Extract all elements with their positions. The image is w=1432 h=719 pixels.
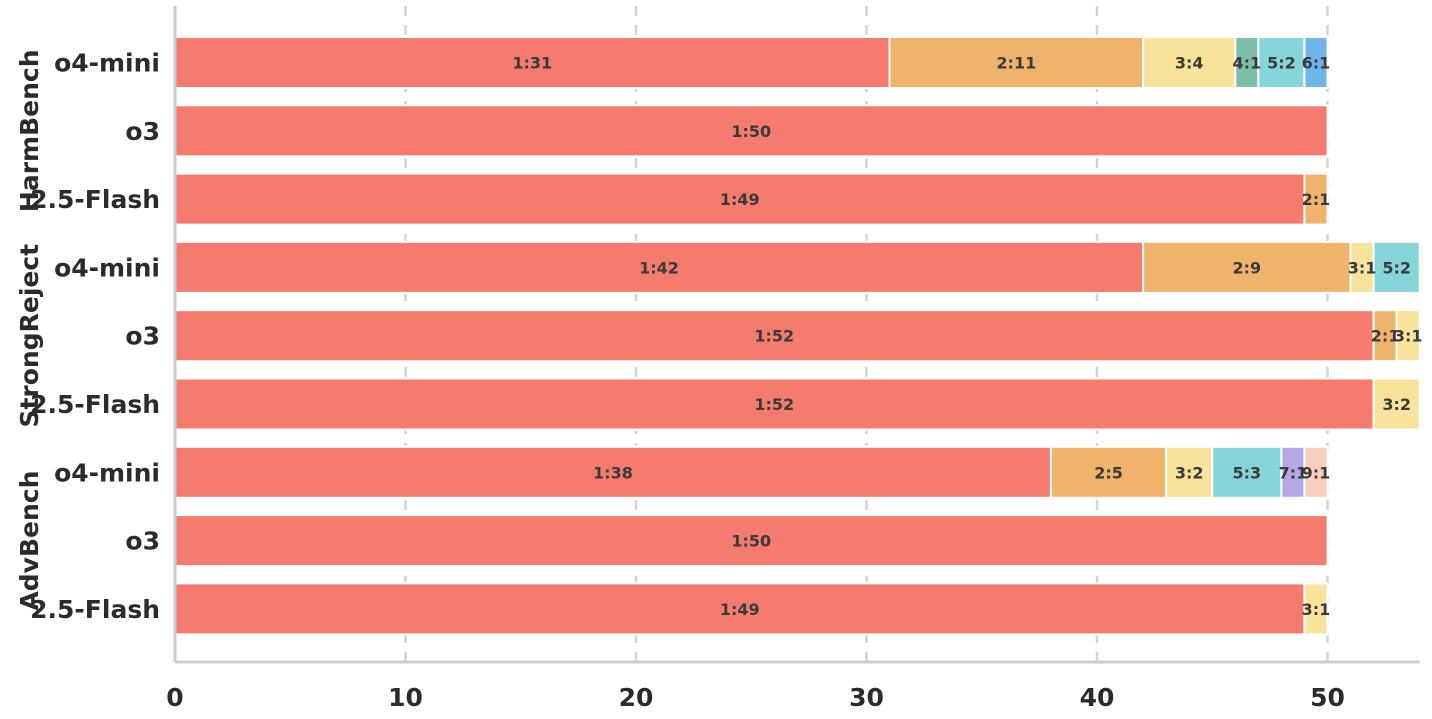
bar-segment-label-strongreject-1-2: 2:1	[1371, 327, 1400, 346]
x-tick-label-30: 30	[849, 683, 884, 712]
row-label-strongreject-o3: o3	[125, 322, 160, 351]
bar-segment-advbench-2-3	[1303, 582, 1329, 636]
bar-segment-label-strongreject-1-1: 1:52	[754, 327, 794, 346]
group-label-advbench: AdvBench	[15, 471, 44, 611]
bar-segment-label-strongreject-0-5: 5:2	[1382, 258, 1411, 277]
bar-segment-harmbench-0-2	[888, 36, 1145, 89]
row-label-advbench-o3: o3	[125, 527, 160, 556]
bar-segment-advbench-0-5	[1211, 445, 1283, 499]
bar-segment-label-harmbench-2-1: 1:49	[720, 190, 760, 209]
bar-segment-advbench-0-9	[1303, 445, 1329, 499]
group-label-harmbench: HarmBench	[15, 49, 44, 212]
row-label-harmbench-o3: o3	[125, 117, 160, 146]
bar-segment-label-advbench-1-1: 1:50	[731, 532, 771, 551]
bar-segment-advbench-0-3	[1165, 445, 1214, 499]
bar-segment-harmbench-1-1	[174, 104, 1329, 158]
bar-segment-label-harmbench-0-4: 4:1	[1232, 54, 1261, 73]
row-label-strongreject-2-5-flash: 2.5-Flash	[30, 390, 160, 419]
bar-segment-label-harmbench-0-5: 5:2	[1267, 54, 1296, 73]
bar-segment-strongreject-2-1	[174, 377, 1375, 431]
bar-segment-label-harmbench-2-2: 2:1	[1302, 190, 1331, 209]
bar-segment-label-strongreject-0-3: 3:1	[1348, 258, 1377, 277]
x-tick-label-0: 0	[166, 683, 183, 712]
bar-segment-label-harmbench-0-6: 6:1	[1302, 54, 1331, 73]
bar-segment-strongreject-2-3	[1372, 377, 1421, 431]
bar-segment-label-harmbench-0-2: 2:11	[996, 54, 1036, 73]
bar-segment-label-strongreject-2-3: 3:2	[1382, 395, 1411, 414]
group-label-strongreject: StrongReject	[15, 244, 44, 428]
bar-segment-advbench-0-2	[1049, 445, 1168, 499]
bar-segment-label-advbench-2-1: 1:49	[720, 600, 760, 619]
bar-segment-advbench-0-1	[174, 445, 1052, 499]
x-tick-label-20: 20	[619, 683, 654, 712]
axes	[173, 6, 1420, 664]
bars	[174, 36, 1421, 636]
bar-segment-label-strongreject-0-1: 1:42	[639, 258, 679, 277]
bar-segment-strongreject-0-5	[1372, 240, 1421, 294]
bar-segment-label-harmbench-0-1: 1:31	[512, 54, 552, 73]
bar-segment-label-advbench-0-1: 1:38	[593, 463, 633, 482]
bar-segment-label-strongreject-1-3: 3:1	[1394, 327, 1423, 346]
row-label-harmbench-o4-mini: o4-mini	[54, 49, 160, 78]
bar-segment-label-advbench-0-3: 3:2	[1175, 463, 1204, 482]
x-tick-label-10: 10	[388, 683, 423, 712]
row-label-strongreject-o4-mini: o4-mini	[54, 253, 160, 282]
bar-segment-label-advbench-0-2: 2:5	[1094, 463, 1123, 482]
bar-segment-strongreject-0-2	[1142, 240, 1352, 294]
bar-segment-harmbench-2-2	[1303, 172, 1329, 226]
bar-segment-label-advbench-0-9: 9:1	[1302, 463, 1331, 482]
bar-segment-harmbench-0-6	[1303, 36, 1329, 89]
bar-segment-label-advbench-0-5: 5:3	[1232, 463, 1261, 482]
bar-segment-harmbench-0-5	[1257, 36, 1306, 89]
bar-segment-label-advbench-2-3: 3:1	[1302, 600, 1331, 619]
bar-segment-label-harmbench-1-1: 1:50	[731, 122, 771, 141]
labels: 0 10 20 30 40 50 o4-mini 1:31 2:11 3:4 4:1 5:2 6:1 o3…	[15, 49, 1423, 713]
bar-segment-label-harmbench-0-3: 3:4	[1175, 54, 1204, 73]
row-label-advbench-o4-mini: o4-mini	[54, 458, 160, 487]
bar-segment-strongreject-1-3	[1395, 309, 1421, 363]
x-tick-label-50: 50	[1310, 683, 1345, 712]
bar-segment-label-advbench-0-7: 7:1	[1279, 463, 1308, 482]
bar-segment-harmbench-2-1	[174, 172, 1306, 226]
x-tick-label-40: 40	[1080, 683, 1115, 712]
bar-segment-strongreject-0-1	[174, 240, 1145, 294]
row-label-harmbench-2-5-flash: 2.5-Flash	[30, 185, 160, 214]
row-label-advbench-2-5-flash: 2.5-Flash	[30, 595, 160, 624]
bar-segment-label-strongreject-2-1: 1:52	[754, 395, 794, 414]
bar-segment-label-strongreject-0-2: 2:9	[1232, 258, 1261, 277]
